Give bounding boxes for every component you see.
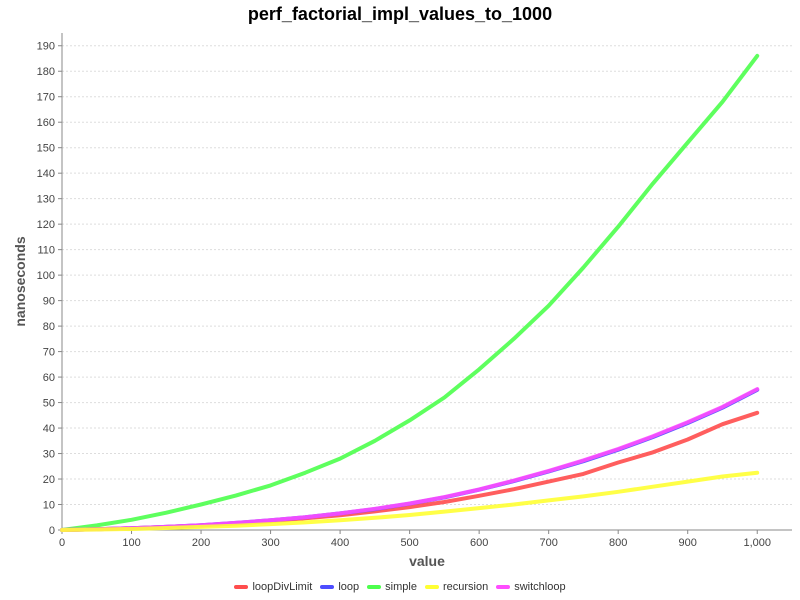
legend-swatch — [367, 585, 382, 589]
legend-item-simple: simple — [367, 581, 417, 593]
y-tick-label: 40 — [43, 423, 55, 435]
x-tick-label: 900 — [679, 537, 697, 549]
chart-title: perf_factorial_impl_values_to_1000 — [247, 4, 553, 24]
x-tick-label: 300 — [261, 537, 279, 549]
legend: loopDivLimit loop simple recursion switchloo… — [0, 581, 800, 593]
y-tick-label: 20 — [43, 474, 55, 486]
x-tick-label: 100 — [122, 537, 140, 549]
x-axis-title: value — [409, 553, 445, 569]
grid-layer — [62, 45, 792, 506]
y-tick-label: 100 — [37, 270, 55, 282]
y-tick-label: 70 — [43, 347, 55, 359]
y-tick-label: 50 — [43, 398, 55, 410]
legend-item-loopdivlimit: loopDivLimit — [234, 581, 312, 593]
legend-swatch — [320, 585, 335, 589]
legend-swatch — [496, 585, 511, 589]
legend-label: simple — [385, 581, 417, 593]
y-tick-label: 60 — [43, 372, 55, 384]
legend-item-loop: loop — [320, 581, 359, 593]
x-tick-label: 1,000 — [743, 537, 771, 549]
series-layer — [60, 53, 760, 532]
x-tick-label: 400 — [331, 537, 349, 549]
x-tick-label: 800 — [609, 537, 627, 549]
y-tick-label: 130 — [37, 194, 55, 206]
legend-label: switchloop — [514, 581, 566, 593]
series-line-simple — [60, 53, 760, 532]
y-tick-label: 110 — [37, 245, 55, 257]
y-tick-label: 80 — [43, 321, 55, 333]
y-tick-label: 150 — [37, 143, 55, 155]
x-tick-label: 600 — [470, 537, 488, 549]
legend-label: loopDivLimit — [252, 581, 313, 593]
axis-layer: 0 10 20 30 40 50 60 70 80 90 100 110 120 130 140 150 160… — [37, 33, 792, 549]
y-tick-label: 120 — [37, 219, 55, 231]
x-tick-label: 0 — [59, 537, 65, 549]
legend-label: loop — [338, 581, 360, 593]
y-tick-label: 90 — [43, 296, 55, 308]
y-axis-title: nanoseconds — [12, 236, 28, 326]
y-tick-label: 180 — [37, 66, 55, 78]
y-tick-label: 170 — [37, 92, 55, 104]
series-line-recursion — [60, 470, 760, 532]
y-tick-label: 10 — [43, 500, 55, 512]
y-tick-label: 140 — [37, 168, 55, 180]
x-tick-label: 500 — [400, 537, 418, 549]
y-tick-label: 190 — [37, 41, 55, 53]
y-tick-label: 30 — [43, 449, 55, 461]
legend-item-recursion: recursion — [424, 581, 489, 593]
legend-label: recursion — [442, 581, 489, 593]
y-tick-label: 0 — [49, 525, 55, 537]
legend-swatch — [234, 585, 249, 589]
x-tick-label: 200 — [192, 537, 210, 549]
legend-item-switchloop: switchloop — [496, 581, 566, 593]
legend-swatch — [424, 585, 439, 589]
x-tick-label: 700 — [539, 537, 557, 549]
y-tick-label: 160 — [37, 117, 55, 129]
